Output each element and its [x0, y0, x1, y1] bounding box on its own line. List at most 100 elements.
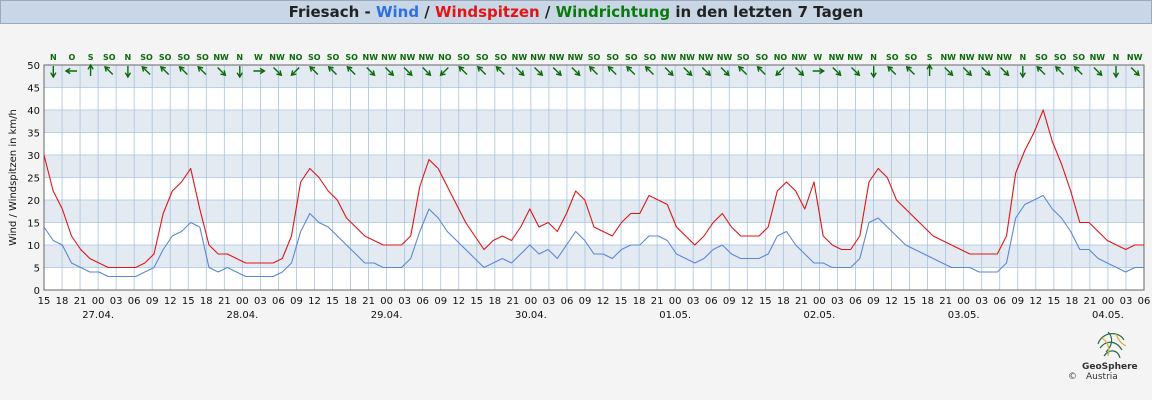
- title-direction: Windrichtung: [555, 3, 671, 21]
- x-tick-label: 00: [669, 296, 682, 307]
- wind-direction-label: N: [870, 53, 877, 62]
- x-tick-label: 03: [110, 296, 123, 307]
- wind-direction-label: NW: [400, 53, 416, 62]
- wind-direction-label: NW: [213, 53, 229, 62]
- y-tick-label: 10: [27, 241, 40, 252]
- wind-direction-label: NW: [661, 53, 677, 62]
- wind-direction-label: NW: [363, 53, 379, 62]
- wind-direction-arrow: [644, 65, 654, 75]
- wind-direction-arrow: [217, 67, 227, 77]
- wind-direction-label: N: [50, 53, 57, 62]
- series-line-wind: [43, 194, 1144, 278]
- wind-direction-arrow: [253, 67, 266, 75]
- x-tick-label: 09: [867, 296, 880, 307]
- wind-direction-label: O: [69, 53, 76, 62]
- wind-direction-label: NW: [549, 53, 565, 62]
- wind-direction-arrow: [124, 66, 132, 79]
- wind-direction-label: S: [88, 53, 94, 62]
- grid-band: [44, 110, 1144, 133]
- x-tick-label: 03: [975, 296, 988, 307]
- title-suffix: in den letzten 7 Tagen: [670, 3, 864, 21]
- wind-direction-label: SO: [178, 53, 191, 62]
- wind-direction-label: W: [254, 53, 263, 62]
- x-tick-label: 15: [615, 296, 628, 307]
- wind-direction-arrow: [273, 67, 283, 77]
- wind-direction-label: NO: [438, 53, 452, 62]
- chart-title: Friesach - Wind / Windspitzen / Windrich…: [0, 0, 1152, 24]
- geosphere-logo: © GeoSphere Austria: [1062, 326, 1152, 396]
- x-tick-label: 03: [543, 296, 556, 307]
- y-tick-label: 45: [27, 84, 40, 95]
- wind-direction-arrow: [1112, 66, 1120, 79]
- wind-direction-arrow: [476, 65, 487, 75]
- wind-direction-label: SO: [327, 53, 340, 62]
- wind-direction-label: SO: [308, 53, 321, 62]
- wind-direction-arrow: [87, 63, 94, 76]
- y-tick-label: 35: [27, 129, 40, 140]
- x-tick-label: 15: [470, 296, 483, 307]
- wind-direction-label: SO: [159, 53, 172, 62]
- x-tick-label: 03: [398, 296, 411, 307]
- wind-direction-label: N: [125, 53, 132, 62]
- wind-direction-arrow: [588, 65, 598, 75]
- wind-direction-arrow: [290, 67, 300, 77]
- wind-direction-arrow: [795, 67, 805, 77]
- wind-direction-label: SO: [1054, 53, 1067, 62]
- wind-direction-arrow: [439, 67, 449, 77]
- wind-direction-label: S: [927, 53, 933, 62]
- wind-direction-arrow: [458, 65, 468, 75]
- x-tick-label: 12: [597, 296, 610, 307]
- x-tick-label: 18: [633, 296, 646, 307]
- wind-direction-label: NW: [717, 53, 733, 62]
- x-tick-label: 12: [308, 296, 321, 307]
- wind-direction-arrow: [720, 67, 730, 77]
- x-tick-label: 15: [38, 296, 51, 307]
- x-tick-label: 21: [218, 296, 231, 307]
- grid-band: [44, 200, 1144, 223]
- logo-name: GeoSphere: [1082, 362, 1138, 372]
- wind-direction-arrow: [981, 67, 991, 77]
- title-gusts: Windspitzen: [435, 3, 540, 21]
- x-tick-label: 18: [777, 296, 790, 307]
- logo-subtitle: Austria: [1086, 372, 1118, 382]
- y-tick-label: 0: [34, 286, 40, 297]
- x-tick-label: 12: [885, 296, 898, 307]
- x-date-label: 28.04.: [226, 310, 258, 321]
- x-tick-label: 00: [1102, 296, 1115, 307]
- x-tick-label: 15: [182, 296, 195, 307]
- wind-direction-arrow: [571, 67, 581, 77]
- wind-direction-label: NO: [289, 53, 303, 62]
- x-tick-label: 00: [380, 296, 393, 307]
- wind-direction-arrow: [832, 67, 842, 77]
- x-date-label: 04.05.: [1092, 310, 1124, 321]
- wind-direction-arrow: [683, 67, 693, 77]
- wind-direction-arrow: [495, 65, 505, 75]
- wind-direction-arrow: [812, 67, 826, 75]
- y-tick-label: 25: [27, 174, 40, 185]
- wind-direction-label: SO: [1072, 53, 1085, 62]
- x-date-label: 30.04.: [515, 310, 547, 321]
- wind-direction-arrow: [141, 65, 151, 75]
- wind-direction-arrow: [1000, 67, 1010, 77]
- x-date-label: 29.04.: [371, 310, 403, 321]
- x-tick-label: 21: [651, 296, 664, 307]
- wind-direction-arrow: [1036, 65, 1046, 75]
- wind-direction-arrow: [366, 67, 376, 77]
- wind-direction-arrow: [327, 65, 337, 75]
- copyright-symbol: ©: [1068, 372, 1077, 382]
- wind-direction-arrow: [756, 65, 766, 75]
- x-tick-label: 18: [488, 296, 501, 307]
- x-tick-label: 00: [813, 296, 826, 307]
- x-date-label: 02.05.: [804, 310, 836, 321]
- wind-direction-arrow: [236, 66, 243, 79]
- y-axis-label: Wind / Windspitzen in km/h: [8, 109, 19, 246]
- wind-direction-arrow: [1093, 67, 1103, 77]
- y-tick-label: 20: [27, 196, 40, 207]
- x-tick-label: 09: [290, 296, 303, 307]
- x-tick-label: 21: [74, 296, 87, 307]
- grid-band: [44, 155, 1144, 178]
- x-tick-label: 06: [849, 296, 862, 307]
- x-tick-label: 00: [92, 296, 105, 307]
- title-station: Friesach: [288, 3, 360, 21]
- x-tick-label: 09: [723, 296, 736, 307]
